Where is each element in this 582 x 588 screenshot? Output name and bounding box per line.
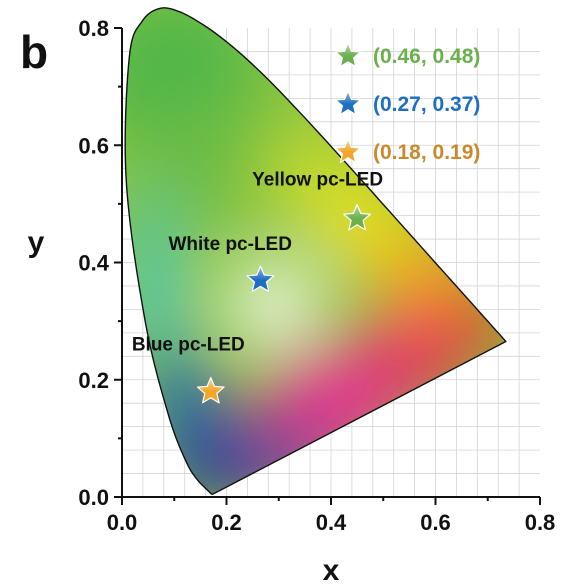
star-marker-blue-pc-led xyxy=(196,376,225,404)
legend-star-icon xyxy=(335,90,361,116)
point-label: Blue pc-LED xyxy=(132,334,245,355)
x-tick-label: 0.6 xyxy=(420,510,451,535)
y-axis-title: y xyxy=(28,226,45,259)
star-marker-white-pc-led xyxy=(246,265,275,292)
y-tick-label: 0.8 xyxy=(78,16,109,41)
axes: 0.0 0.2 0.4 0.6 0.8 0.0 0.2 0.4 0.6 0.8 xyxy=(78,16,555,535)
legend-entry-label: (0.46, 0.48) xyxy=(373,45,480,68)
spectral-locus-outline xyxy=(124,7,507,495)
y-tick-label: 0.0 xyxy=(78,485,109,510)
legend-entry-label: (0.18, 0.19) xyxy=(373,141,480,164)
star-marker-yellow-pc-led xyxy=(343,203,371,231)
panel-label: b xyxy=(20,26,48,78)
data-points: Yellow pc-LED White pc-LED Blue pc-LED xyxy=(132,170,383,404)
legend: (0.46, 0.48) (0.27, 0.37) (0.18, 0.19) xyxy=(335,42,480,164)
point-label: White pc-LED xyxy=(168,234,292,255)
y-tick-label: 0.2 xyxy=(78,368,109,393)
x-axis-title: x xyxy=(323,554,340,587)
point-label: Yellow pc-LED xyxy=(252,170,383,191)
x-tick-label: 0.2 xyxy=(211,510,242,535)
x-tick-label: 0.8 xyxy=(525,510,556,535)
x-tick-label: 0.0 xyxy=(107,510,138,535)
legend-entry-label: (0.27, 0.37) xyxy=(373,93,480,116)
legend-star-icon xyxy=(335,42,361,68)
x-tick-label: 0.4 xyxy=(316,510,347,535)
y-tick-label: 0.6 xyxy=(78,133,109,158)
legend-star-icon xyxy=(335,138,361,164)
y-tick-label: 0.4 xyxy=(78,251,109,276)
